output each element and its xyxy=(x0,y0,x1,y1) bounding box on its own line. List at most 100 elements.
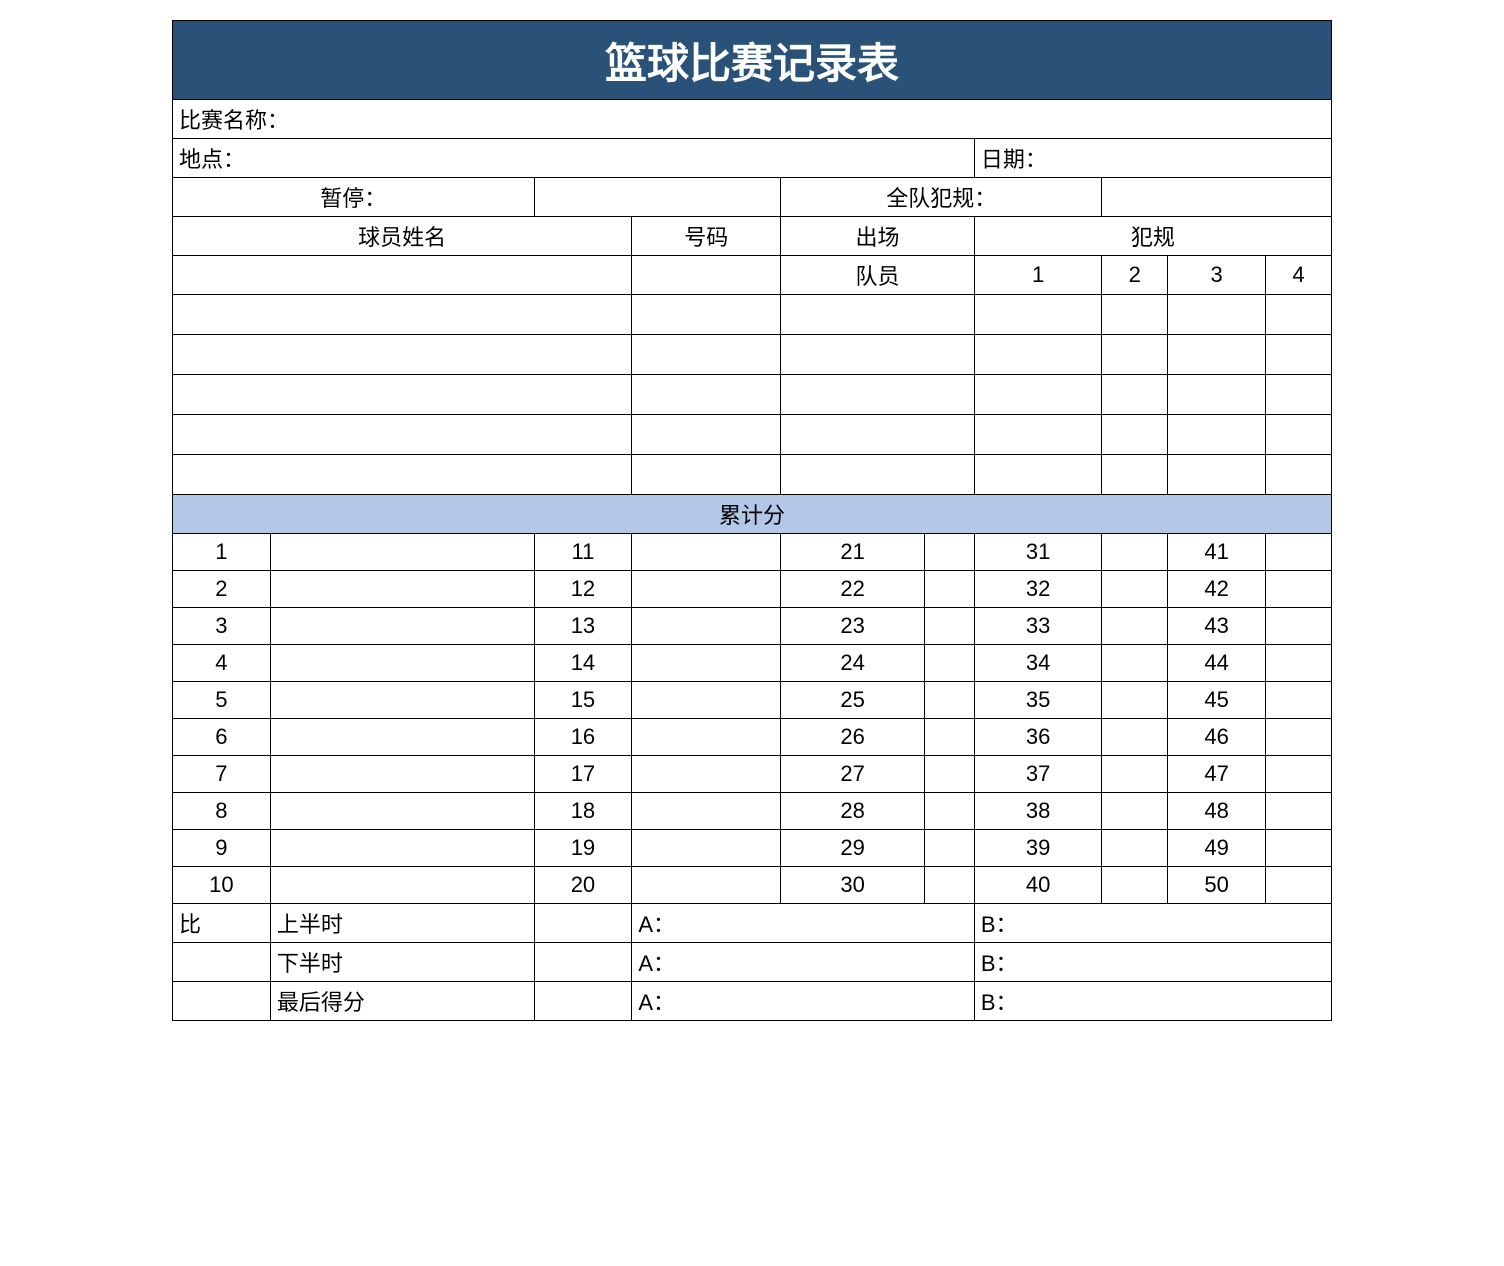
player-foul3-cell[interactable] xyxy=(1168,375,1266,415)
player-foul4-cell[interactable] xyxy=(1266,375,1332,415)
player-foul3-cell[interactable] xyxy=(1168,295,1266,335)
score-val[interactable] xyxy=(632,682,781,719)
player-foul1-cell[interactable] xyxy=(974,335,1101,375)
score-val[interactable] xyxy=(632,534,781,571)
score-val[interactable] xyxy=(1266,756,1332,793)
sheet-title: 篮球比赛记录表 xyxy=(173,21,1332,100)
score-val[interactable] xyxy=(270,867,534,904)
score-val[interactable] xyxy=(632,571,781,608)
score-val[interactable] xyxy=(1266,571,1332,608)
score-val[interactable] xyxy=(1102,645,1168,682)
player-foul1-cell[interactable] xyxy=(974,295,1101,335)
score-val[interactable] xyxy=(1102,534,1168,571)
player-foul3-cell[interactable] xyxy=(1168,335,1266,375)
player-number-cell[interactable] xyxy=(632,295,781,335)
score-val[interactable] xyxy=(632,645,781,682)
score-val[interactable] xyxy=(270,682,534,719)
score-val[interactable] xyxy=(925,830,975,867)
score-val[interactable] xyxy=(1266,793,1332,830)
score-num: 21 xyxy=(781,534,925,571)
player-foul1-cell[interactable] xyxy=(974,455,1101,495)
player-foul3-cell[interactable] xyxy=(1168,455,1266,495)
score-val[interactable] xyxy=(270,793,534,830)
player-foul3-cell[interactable] xyxy=(1168,415,1266,455)
fouls-header: 犯规 xyxy=(974,217,1331,256)
player-name-cell[interactable] xyxy=(173,455,632,495)
final-blank[interactable] xyxy=(534,982,632,1021)
score-val[interactable] xyxy=(925,867,975,904)
score-val[interactable] xyxy=(270,534,534,571)
player-foul1-cell[interactable] xyxy=(974,375,1101,415)
score-val[interactable] xyxy=(270,645,534,682)
player-name-cell[interactable] xyxy=(173,415,632,455)
score-val[interactable] xyxy=(1102,793,1168,830)
score-row: 1 11 21 31 41 xyxy=(173,534,1332,571)
score-val[interactable] xyxy=(1102,608,1168,645)
score-val[interactable] xyxy=(925,534,975,571)
player-foul2-cell[interactable] xyxy=(1102,295,1168,335)
player-foul2-cell[interactable] xyxy=(1102,455,1168,495)
player-oncourt-cell[interactable] xyxy=(781,295,975,335)
score-val[interactable] xyxy=(925,756,975,793)
score-val[interactable] xyxy=(1266,830,1332,867)
player-number-cell[interactable] xyxy=(632,375,781,415)
score-val[interactable] xyxy=(925,571,975,608)
score-val[interactable] xyxy=(1102,719,1168,756)
score-val[interactable] xyxy=(925,719,975,756)
player-name-cell[interactable] xyxy=(173,295,632,335)
score-num: 34 xyxy=(974,645,1101,682)
player-oncourt-cell[interactable] xyxy=(781,415,975,455)
score-val[interactable] xyxy=(1102,830,1168,867)
player-number-cell[interactable] xyxy=(632,455,781,495)
score-val[interactable] xyxy=(270,756,534,793)
score-val[interactable] xyxy=(1102,867,1168,904)
player-foul4-cell[interactable] xyxy=(1266,295,1332,335)
score-val[interactable] xyxy=(925,608,975,645)
score-num: 27 xyxy=(781,756,925,793)
second-half-blank[interactable] xyxy=(534,943,632,982)
score-val[interactable] xyxy=(632,830,781,867)
title-row: 篮球比赛记录表 xyxy=(173,21,1332,100)
score-val[interactable] xyxy=(1266,534,1332,571)
score-val[interactable] xyxy=(270,571,534,608)
score-val[interactable] xyxy=(925,682,975,719)
player-oncourt-cell[interactable] xyxy=(781,455,975,495)
score-val[interactable] xyxy=(270,719,534,756)
score-num: 40 xyxy=(974,867,1101,904)
score-num: 47 xyxy=(1168,756,1266,793)
score-val[interactable] xyxy=(632,608,781,645)
final-b: B： xyxy=(974,982,1331,1021)
player-foul2-cell[interactable] xyxy=(1102,335,1168,375)
score-val[interactable] xyxy=(1266,645,1332,682)
first-half-blank[interactable] xyxy=(534,904,632,943)
player-number-cell[interactable] xyxy=(632,415,781,455)
score-val[interactable] xyxy=(270,608,534,645)
score-val[interactable] xyxy=(632,719,781,756)
score-val[interactable] xyxy=(925,645,975,682)
score-val[interactable] xyxy=(1102,571,1168,608)
player-number-cell[interactable] xyxy=(632,335,781,375)
player-foul4-cell[interactable] xyxy=(1266,415,1332,455)
score-val[interactable] xyxy=(1266,682,1332,719)
score-val[interactable] xyxy=(1102,682,1168,719)
player-foul1-cell[interactable] xyxy=(974,415,1101,455)
score-val[interactable] xyxy=(632,756,781,793)
player-foul2-cell[interactable] xyxy=(1102,375,1168,415)
score-val[interactable] xyxy=(925,793,975,830)
player-name-cell[interactable] xyxy=(173,335,632,375)
score-val[interactable] xyxy=(1266,867,1332,904)
score-val[interactable] xyxy=(1266,608,1332,645)
score-val[interactable] xyxy=(1266,719,1332,756)
player-name-cell[interactable] xyxy=(173,375,632,415)
player-foul2-cell[interactable] xyxy=(1102,415,1168,455)
player-oncourt-cell[interactable] xyxy=(781,335,975,375)
score-val[interactable] xyxy=(632,867,781,904)
player-oncourt-cell[interactable] xyxy=(781,375,975,415)
player-foul4-cell[interactable] xyxy=(1266,455,1332,495)
second-half-a: A： xyxy=(632,943,975,982)
score-val[interactable] xyxy=(270,830,534,867)
score-val[interactable] xyxy=(1102,756,1168,793)
score-num: 9 xyxy=(173,830,271,867)
player-foul4-cell[interactable] xyxy=(1266,335,1332,375)
score-val[interactable] xyxy=(632,793,781,830)
